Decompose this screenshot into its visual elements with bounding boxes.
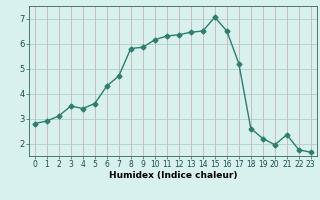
X-axis label: Humidex (Indice chaleur): Humidex (Indice chaleur) xyxy=(108,171,237,180)
